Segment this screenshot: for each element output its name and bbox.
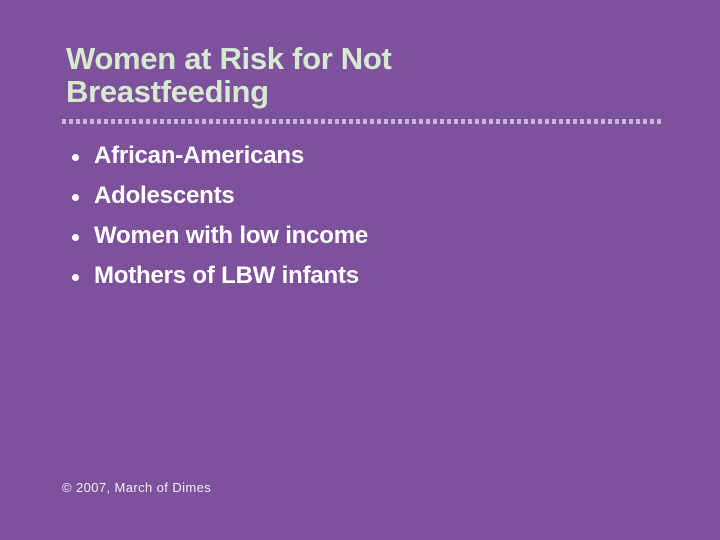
slide-title: Women at Risk for Not Breastfeeding — [66, 42, 686, 108]
bullet-text: Mothers of LBW infants — [94, 262, 359, 289]
bullet-dot-icon — [72, 274, 79, 281]
bullet-dot-icon — [72, 234, 79, 241]
list-item: Women with low income — [66, 216, 666, 256]
bullet-dot-icon — [72, 154, 79, 161]
list-item: Adolescents — [66, 176, 666, 216]
list-item: Mothers of LBW infants — [66, 256, 666, 296]
bullet-text: Women with low income — [94, 222, 369, 249]
list-item: African-Americans — [66, 136, 666, 176]
bullet-text: Adolescents — [94, 182, 235, 209]
bullet-text: African-Americans — [94, 142, 305, 169]
bullet-list: African-Americans Adolescents Women with… — [66, 136, 666, 296]
slide-title-line-2: Breastfeeding — [66, 74, 269, 109]
copyright-footer: © 2007, March of Dimes — [62, 480, 212, 495]
slide-title-line-1: Women at Risk for Not — [66, 41, 392, 76]
bullet-dot-icon — [72, 194, 79, 201]
title-dotted-divider — [62, 119, 664, 124]
